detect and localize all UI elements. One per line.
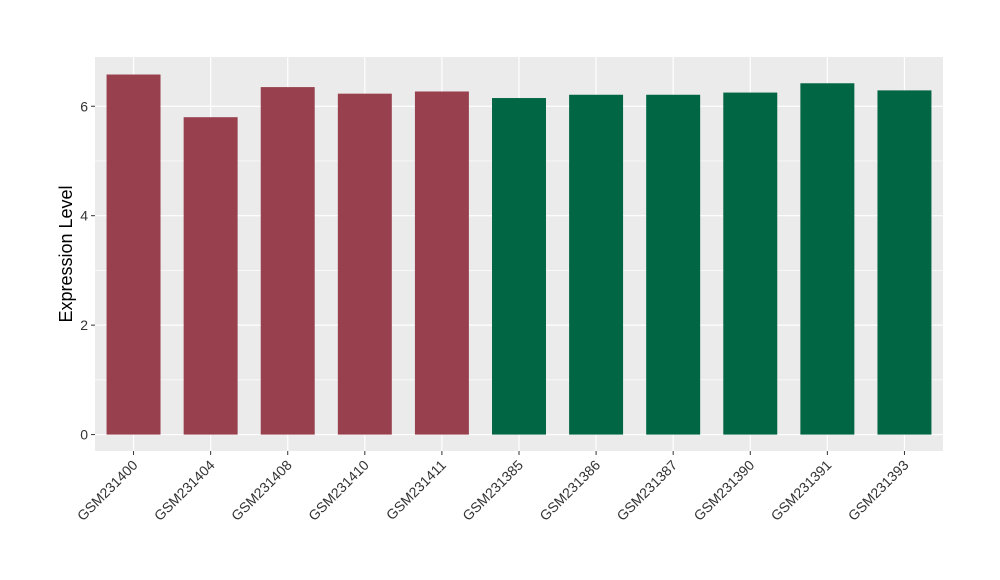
x-tick-label: GSM231411 xyxy=(383,457,449,523)
x-tick-label: GSM231410 xyxy=(305,457,372,524)
bar-GSM231393 xyxy=(877,90,932,435)
x-tick-label: GSM231391 xyxy=(768,457,835,524)
y-tick-label: 0 xyxy=(80,427,88,443)
bar-GSM231400 xyxy=(106,74,161,435)
bar-GSM231390 xyxy=(723,92,778,435)
bar-GSM231385 xyxy=(492,98,546,435)
x-axis-ticks: GSM231400 GSM231404 GSM231408 GSM231410 GSM2… xyxy=(74,451,912,524)
y-tick-label: 6 xyxy=(80,98,88,114)
x-tick-label: GSM231400 xyxy=(74,457,141,524)
x-tick-label: GSM231385 xyxy=(459,457,526,524)
bar-GSM231387 xyxy=(646,94,701,435)
x-tick-label: GSM231386 xyxy=(536,457,603,524)
x-tick-label: GSM231404 xyxy=(151,457,218,524)
bars xyxy=(106,74,932,435)
x-tick-label: GSM231390 xyxy=(690,457,757,524)
y-tick-label: 2 xyxy=(80,317,88,333)
bar-GSM231404 xyxy=(183,117,238,435)
y-axis-title: Expression Level xyxy=(56,185,76,322)
bar-GSM231411 xyxy=(414,91,469,435)
x-tick-label: GSM231393 xyxy=(845,457,912,524)
y-axis-ticks: 0 2 4 6 xyxy=(80,98,95,443)
bar-GSM231410 xyxy=(337,93,392,435)
x-tick-label: GSM231408 xyxy=(228,457,295,524)
bar-GSM231391 xyxy=(800,83,855,435)
bar-GSM231386 xyxy=(569,94,624,435)
y-tick-label: 4 xyxy=(80,208,88,224)
bar-GSM231408 xyxy=(260,87,315,435)
x-tick-label: GSM231387 xyxy=(613,457,680,524)
